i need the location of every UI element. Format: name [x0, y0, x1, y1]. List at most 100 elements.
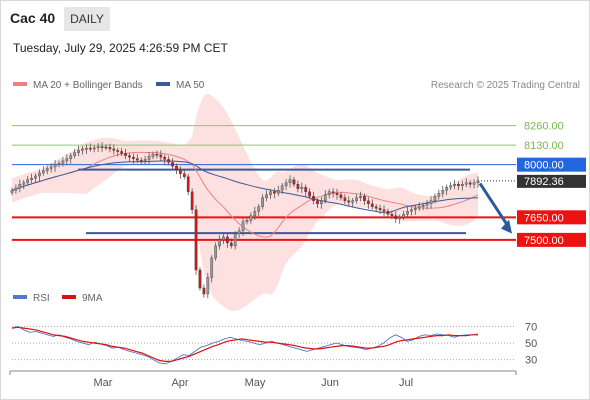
candle-body	[472, 182, 476, 185]
candle-body	[26, 179, 30, 183]
candle-body	[300, 187, 304, 189]
last-price-label: 7892.36	[524, 176, 564, 188]
candle-body	[249, 215, 253, 221]
candle-body	[53, 164, 57, 168]
candle-body	[257, 206, 261, 212]
candle-body	[417, 206, 421, 209]
candle-body	[143, 159, 147, 162]
rsi-tick-70: 70	[525, 321, 537, 333]
candle-body	[92, 147, 96, 150]
candle-body	[437, 193, 441, 197]
candle-body	[386, 211, 390, 215]
candle-body	[147, 156, 151, 160]
candle-body	[464, 182, 468, 185]
legend-9ma: 9MA	[62, 293, 103, 304]
candle-body	[175, 165, 178, 171]
candle-body	[65, 158, 69, 162]
ma9-swatch	[62, 295, 76, 300]
candle-body	[120, 151, 124, 154]
candle-body	[280, 185, 284, 191]
candle-body	[179, 169, 182, 174]
legend-rsi-label: RSI	[33, 293, 50, 304]
candle-body	[151, 153, 155, 157]
candle-body	[284, 182, 288, 186]
candle-body	[308, 191, 311, 197]
candle-body	[210, 257, 214, 278]
candle-body	[237, 230, 241, 235]
candle-body	[363, 196, 366, 201]
candle-body	[182, 173, 186, 177]
candle-body	[241, 221, 245, 232]
candle-body	[22, 182, 26, 185]
instrument-title: Cac 40	[10, 10, 56, 26]
candle-body	[339, 194, 343, 198]
candle-body	[265, 194, 268, 198]
candle-body	[85, 147, 88, 150]
candle-body	[167, 159, 171, 163]
candle-body	[343, 197, 347, 201]
legend-ma50: MA 50	[156, 80, 204, 91]
candle-body	[323, 194, 327, 201]
candle-body	[413, 208, 417, 210]
timeframe-button[interactable]: DAILY	[64, 7, 110, 31]
credit-text: Research © 2025 Trading Central	[430, 80, 580, 91]
candle-body	[351, 200, 355, 203]
candle-body	[132, 156, 135, 159]
level-tag-label-7650.00: 7650.00	[524, 212, 564, 224]
candle-body	[41, 170, 45, 174]
candle-body	[10, 190, 14, 193]
level-tag-label-7500.00: 7500.00	[524, 235, 564, 247]
month-label-May: May	[245, 377, 266, 389]
candle-body	[206, 277, 210, 295]
candle-body	[186, 176, 190, 192]
candle-body	[312, 196, 315, 201]
candle-body	[49, 166, 53, 169]
candle-body	[316, 200, 319, 204]
candle-body	[104, 146, 108, 149]
candle-body	[355, 197, 358, 201]
candle-body	[429, 200, 433, 204]
level-label-8260.00: 8260.00	[524, 121, 564, 133]
level-tag-7500.00	[517, 232, 586, 247]
rsi-series-9MA	[11, 326, 478, 362]
rsi-tick-50: 50	[525, 338, 537, 350]
month-label-Jul: Jul	[399, 377, 413, 389]
candle-body	[77, 150, 80, 153]
ma20-swatch	[13, 82, 27, 87]
candle-body	[449, 185, 452, 188]
legend-rsi: RSI	[13, 293, 50, 304]
candle-body	[159, 154, 163, 158]
candle-body	[108, 147, 112, 150]
candle-body	[229, 242, 233, 247]
candle-body	[88, 147, 92, 150]
candle-body	[402, 214, 405, 218]
candle-body	[468, 182, 472, 185]
candle-body	[390, 214, 394, 217]
candle-body	[273, 191, 276, 194]
candle-body	[319, 200, 323, 204]
candle-body	[327, 191, 331, 195]
month-label-Jun: Jun	[321, 377, 339, 389]
candle-body	[276, 190, 280, 194]
candle-body	[382, 209, 386, 212]
candle-body	[394, 215, 398, 220]
candle-body	[261, 197, 264, 207]
rsi-series-RSI	[11, 326, 479, 365]
candle-body	[124, 153, 127, 156]
candle-body	[128, 155, 131, 158]
timestamp: Tuesday, July 29, 2025 4:26:59 PM CET	[13, 41, 228, 55]
candle-body	[202, 287, 206, 295]
forecast-arrow-shaft	[478, 182, 509, 226]
candle-body	[163, 156, 167, 160]
candle-body	[245, 220, 249, 223]
candle-body	[433, 196, 437, 201]
candle-body	[269, 191, 272, 195]
candle-body	[366, 200, 370, 204]
level-tag-label-8000.00: 8000.00	[524, 160, 564, 172]
candle-body	[139, 159, 143, 162]
level-tag-7650.00	[517, 210, 586, 225]
candle-body	[34, 175, 37, 179]
candle-body	[406, 211, 409, 215]
candle-body	[57, 162, 61, 165]
